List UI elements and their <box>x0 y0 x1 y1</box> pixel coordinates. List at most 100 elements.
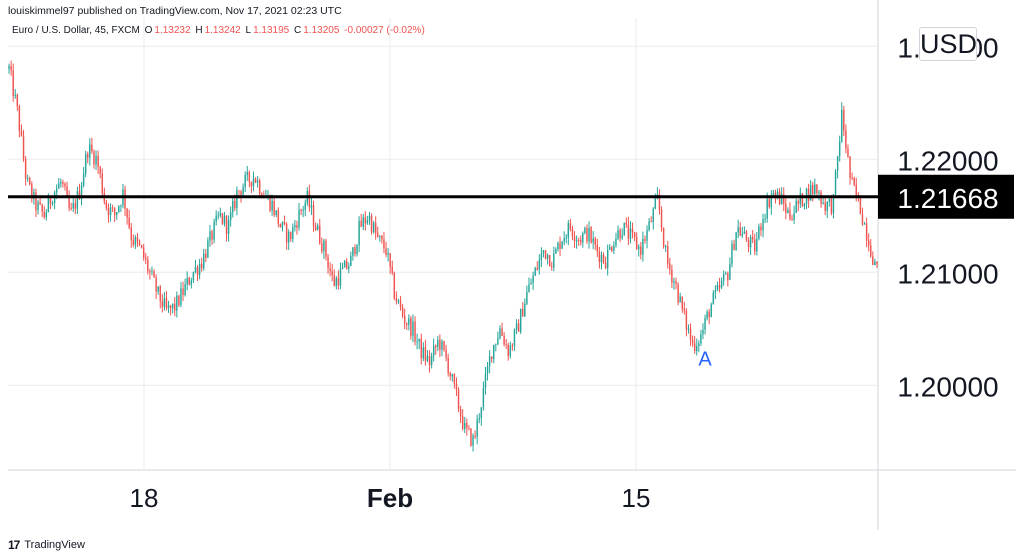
candle-body <box>563 238 565 242</box>
candle-body <box>43 211 45 218</box>
candle-body <box>476 419 478 437</box>
candle-body <box>625 222 628 225</box>
candle-body <box>803 203 806 207</box>
tradingview-logo-icon: 17 <box>8 538 20 552</box>
candle-body <box>783 194 785 204</box>
candle-body <box>749 237 752 248</box>
y-tick-label: 1.21000 <box>897 258 998 289</box>
candle-body <box>505 344 507 346</box>
candle-body <box>246 172 248 175</box>
candle-body <box>381 236 383 240</box>
candle-body <box>95 155 97 165</box>
candle-body <box>76 191 79 209</box>
candle-body <box>669 263 671 270</box>
candle-body <box>12 70 14 97</box>
candle-body <box>646 230 648 241</box>
candle-body <box>664 246 667 248</box>
candle-body <box>319 225 321 244</box>
candle-body <box>582 233 584 243</box>
candle-body <box>188 277 190 285</box>
candle-body <box>256 180 259 183</box>
candle-body <box>681 296 683 309</box>
candle-body <box>573 236 576 241</box>
candle-body <box>611 247 613 251</box>
candle-body <box>174 303 176 311</box>
candle-body <box>308 191 311 208</box>
candle-body <box>466 422 468 428</box>
candle-body <box>277 210 280 225</box>
candle-body <box>16 94 19 107</box>
time-axis[interactable]: 18 Feb 15 <box>130 483 651 513</box>
candle-body <box>741 233 744 236</box>
candle-body <box>530 283 532 285</box>
candle-body <box>503 335 505 345</box>
candle-body <box>209 231 211 241</box>
candle-body <box>519 309 522 332</box>
candle-body <box>248 172 251 182</box>
candle-body <box>132 240 135 245</box>
candle-body <box>865 223 868 241</box>
candle-body <box>569 223 572 230</box>
candle-body <box>600 254 603 263</box>
candle-body <box>459 409 462 417</box>
candle-body <box>486 366 489 374</box>
candle-body <box>859 195 862 214</box>
candle-body <box>66 186 68 196</box>
candle-body <box>493 344 495 359</box>
candle-body <box>718 284 721 288</box>
candle-body <box>55 188 58 193</box>
annotation-a[interactable]: A <box>698 348 712 370</box>
candle-body <box>739 227 741 236</box>
candle-body <box>650 221 652 223</box>
candle-body <box>449 373 451 377</box>
candle-body <box>642 239 644 255</box>
candle-body <box>795 201 797 213</box>
candle-body <box>822 202 824 204</box>
candle-body <box>675 281 677 284</box>
candle-body <box>851 177 853 179</box>
currency-badge[interactable]: USD <box>919 27 978 61</box>
candle-body <box>621 235 623 239</box>
candle-body <box>145 257 147 260</box>
low-value: 1.13195 <box>253 25 290 36</box>
candle-body <box>24 158 27 179</box>
candle-body <box>793 212 795 220</box>
candle-body <box>304 202 306 210</box>
candle-body <box>722 274 725 281</box>
candle-body <box>354 247 356 254</box>
candle-body <box>455 383 458 390</box>
y-tick-label: 1.22000 <box>897 145 998 176</box>
candle-body <box>644 239 646 241</box>
candle-body <box>696 345 698 352</box>
candle-body <box>464 422 466 429</box>
candle-body <box>192 272 195 281</box>
candle-body <box>331 271 333 276</box>
candle-body <box>22 135 25 159</box>
candle-body <box>538 260 541 270</box>
candle-body <box>768 199 770 208</box>
candle-body <box>229 212 232 221</box>
candle-body <box>691 339 694 344</box>
candle-body <box>495 344 497 346</box>
candle-body <box>710 304 712 318</box>
candle-body <box>362 217 364 227</box>
candle-body <box>511 345 514 347</box>
candle-body <box>546 255 549 259</box>
high-value: 1.13242 <box>204 25 241 36</box>
candle-body <box>314 226 317 230</box>
candle-body <box>366 220 369 224</box>
open-label: O <box>144 25 153 36</box>
candle-body <box>389 253 391 267</box>
candle-body <box>348 266 350 269</box>
candle-body <box>78 191 81 200</box>
candle-body <box>725 273 727 275</box>
candle-body <box>370 215 373 233</box>
candle-body <box>772 192 775 196</box>
candle-body <box>134 237 137 245</box>
candle-body <box>702 329 704 335</box>
candle-body <box>89 144 91 158</box>
candle-body <box>401 307 404 317</box>
candle-body <box>167 305 170 309</box>
